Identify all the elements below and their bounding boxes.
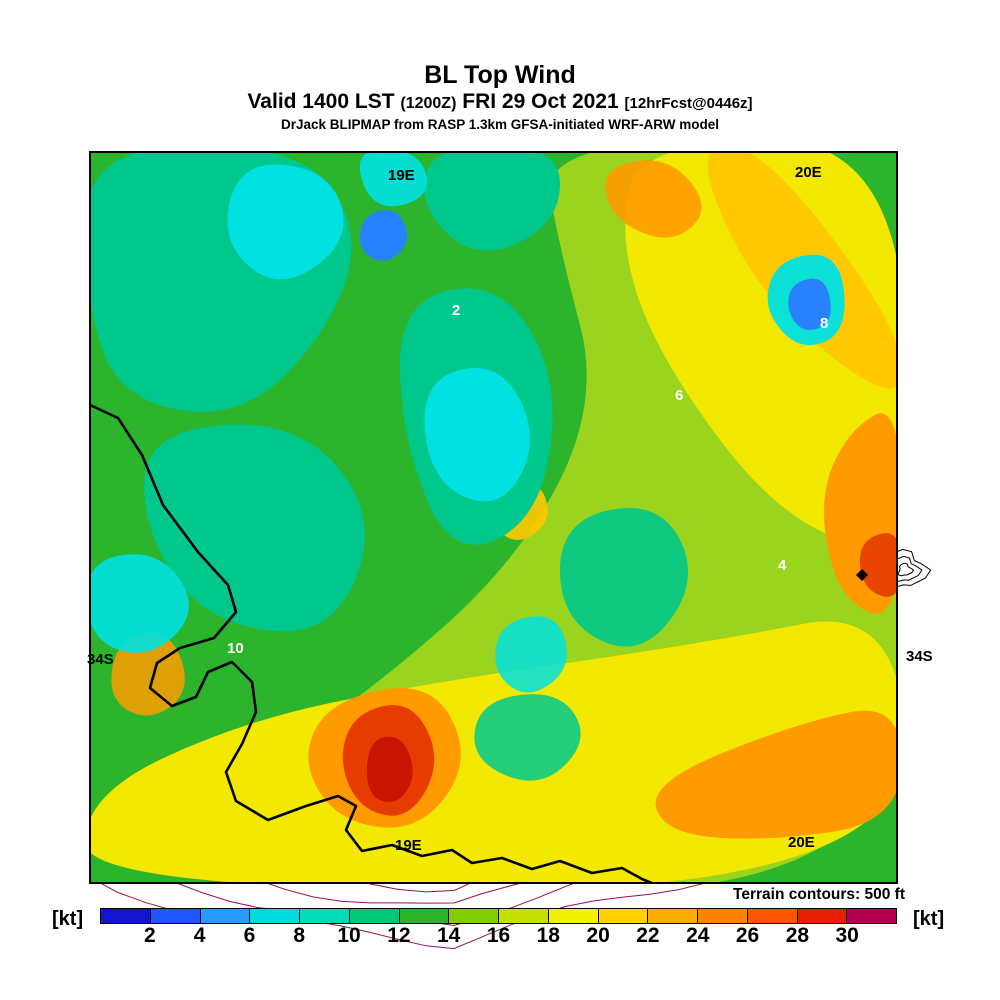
colorbar-segment: [598, 909, 649, 923]
chart-title: BL Top Wind: [424, 61, 576, 89]
colorbar-tick: 4: [193, 924, 206, 947]
colorbar-segment: [698, 909, 748, 923]
colorbar-tick: 12: [387, 924, 411, 947]
valid-date-text: FRI 29 Oct 2021: [462, 90, 619, 113]
colorbar-tick: 16: [486, 924, 511, 947]
colorbar-tick: 14: [437, 924, 461, 947]
grid-label-19e-bottom: 19E: [395, 837, 422, 854]
colorbar-tick: 26: [735, 924, 760, 947]
grid-label-20e-bottom: 20E: [788, 834, 815, 851]
wind-contour-label-6: 6: [675, 387, 684, 404]
terrain-contours-note: Terrain contours: 500 ft: [733, 886, 905, 903]
wind-contour-label-8: 8: [820, 315, 829, 332]
colorbar-unit-left: [kt]: [52, 908, 84, 930]
colorbar-tick: 20: [586, 924, 610, 947]
colorbar-segment: [150, 909, 201, 923]
chart-header: BL Top Wind Valid 1400 LST (1200Z) FRI 2…: [0, 60, 1000, 133]
colorbar-tick: 24: [686, 924, 710, 947]
model-info-line: DrJack BLIPMAP from RASP 1.3km GFSA-init…: [280, 117, 720, 132]
wind-contour-label-2: 2: [452, 302, 461, 319]
colorbar-unit-right: [kt]: [913, 908, 945, 930]
colorbar-tick: 10: [337, 924, 361, 947]
chart-valid-time: Valid 1400 LST (1200Z) FRI 29 Oct 2021 […: [0, 90, 1000, 116]
forecast-tag: [12hrFcst@0446z]: [624, 95, 753, 112]
valid-time-text: Valid 1400 LST: [247, 90, 395, 113]
coastline: [90, 403, 655, 883]
colorbar-segment: [449, 909, 499, 923]
colorbar-segment: [349, 909, 400, 923]
colorbar-tick: 18: [536, 924, 560, 947]
colorbar-segment: [200, 909, 251, 923]
colorbar-segment: [797, 909, 848, 923]
colorbar-segment: [847, 909, 896, 923]
colorbar-tick: 6: [243, 924, 256, 947]
colorbar-segment: [648, 909, 698, 923]
map-layers: [90, 152, 897, 883]
grid-label-20e-top: 20E: [795, 164, 822, 181]
site-marker: [856, 569, 868, 581]
grid-label-34s-left: 34S: [87, 651, 114, 668]
colorbar-segment: [250, 909, 300, 923]
map-border: [89, 151, 898, 884]
colorbar-tick: 22: [636, 924, 660, 947]
colorbar-tick: 2: [143, 924, 156, 947]
wind-contour-label-10: 10: [227, 640, 244, 657]
colorbar-segment: [300, 909, 350, 923]
colorbar-tick: 28: [785, 924, 810, 947]
colorbar-segment: [548, 909, 599, 923]
valid-time-zulu: (1200Z): [400, 95, 457, 112]
colorbar-segment: [399, 909, 450, 923]
grid-label-19e-top: 19E: [388, 167, 415, 184]
colorbar-tick: 30: [835, 924, 859, 947]
colorbar-segment: [101, 909, 151, 923]
colorbar-tick: 8: [293, 924, 306, 947]
colorbar-segment: [499, 909, 549, 923]
wind-contour-label-4: 4: [778, 557, 787, 574]
wind-speed-colorbar: [100, 908, 897, 924]
colorbar-segment: [747, 909, 798, 923]
grid-label-34s-right: 34S: [906, 648, 933, 665]
